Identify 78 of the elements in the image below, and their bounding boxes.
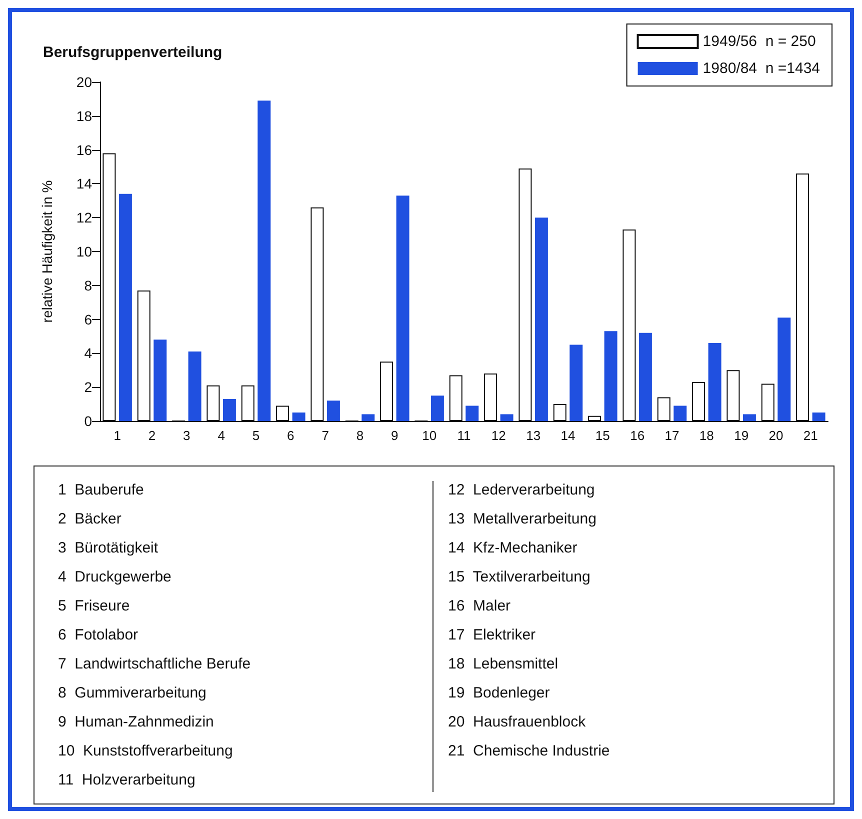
text: 14 Kfz-Mechaniker [448,540,578,556]
y-tick-label: 4 [84,345,92,362]
x-tick-label: 17 [664,428,680,443]
chart-title: Berufsgruppenverteilung [43,44,222,61]
bar [638,332,652,421]
x-tick-label: 13 [526,428,541,443]
text: 1 Bauberufe [58,482,144,498]
bar [222,398,236,421]
text: 2 Bäcker [58,510,122,528]
text: 4 Druckgewerbe [58,568,172,586]
x-tick-label: 15 [595,428,610,443]
y-tick-label: 16 [76,142,92,158]
bar [500,414,514,421]
x-tick-label: 18 [699,428,714,443]
text: 13 Metallverarbeitung [448,510,596,528]
bar [534,218,548,421]
bar [812,412,826,421]
text: 3 Bürotätigkeit [58,540,159,556]
x-tick-label: 16 [630,428,645,443]
bar [326,400,340,421]
x-tick-label: 19 [734,428,749,443]
x-tick-label: 8 [356,428,364,443]
text: 19 Bodenleger [448,684,550,702]
y-tick-label: 6 [84,311,92,328]
y-tick-label: 2 [84,379,92,396]
bar [570,344,583,421]
text: 5 Friseure [58,598,130,614]
text: 12 Lederverarbeitung [448,482,595,498]
text: 6 Fotolabor [58,626,138,644]
x-tick-label: 10 [422,428,437,443]
bar [466,406,479,421]
text: 21 Chemische Industrie [448,742,610,760]
x-tick-label: 21 [803,428,818,443]
bar [430,396,444,421]
y-tick-label: 20 [76,74,92,90]
x-tick-label: 9 [391,428,398,443]
x-tick-label: 4 [218,428,225,443]
y-axis-title: relative Häufigkeit in % [39,180,55,323]
bar [188,352,202,421]
x-tick-label: 3 [183,428,190,443]
bar [396,196,410,421]
y-tick-label: 10 [76,244,92,260]
legend-label: 1980/84 n =1434 [702,60,820,77]
x-tick-label: 2 [148,428,156,443]
bar [292,412,306,421]
text: 18 Lebensmittel [448,656,558,672]
bar [118,194,132,421]
x-tick-label: 14 [560,428,576,443]
y-tick-label: 14 [76,176,92,192]
x-tick-label: 6 [287,428,294,443]
y-tick-label: 12 [76,210,92,226]
y-tick-label: 18 [76,108,92,124]
text: 10 Kunststoffverarbeitung [58,742,233,760]
text: 8 Gummiverarbeitung [58,684,206,702]
bar [674,406,687,421]
x-tick-label: 11 [457,428,471,443]
bar [708,343,722,421]
text: 20 Hausfrauenblock [448,714,586,730]
x-tick-label: 1 [114,428,121,443]
bar [154,340,167,421]
bar [742,414,756,421]
bar [258,100,271,421]
bar [778,318,791,421]
x-tick-label: 5 [252,428,260,443]
legend-label: 1949/56 n = 250 [702,33,816,50]
y-tick-label: 0 [84,413,92,429]
y-tick-label: 8 [84,277,92,294]
text: 11 Holzverarbeitung [58,772,196,788]
text: 17 Elektriker [448,626,536,644]
text: 9 Human-Zahnmedizin [58,714,214,730]
x-tick-label: 20 [768,428,784,443]
x-tick-label: 7 [322,428,329,443]
x-tick-label: 12 [491,428,506,443]
bar [604,331,618,421]
text: 7 Landwirtschaftliche Berufe [58,656,251,672]
text: 16 Maler [448,598,511,614]
text: 15 Textilverarbeitung [448,568,590,586]
bar [362,414,375,421]
